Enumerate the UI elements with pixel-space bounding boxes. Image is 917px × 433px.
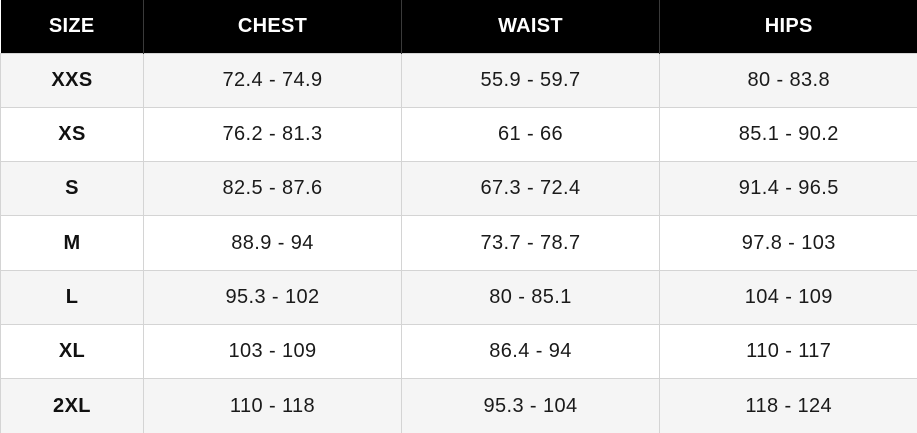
cell-chest: 88.9 - 94 [143,215,402,271]
table-row: 2XL 110 - 118 95.3 - 104 118 - 124 [0,378,917,433]
cell-size: XXS [0,52,144,108]
cell-hips: 118 - 124 [659,378,917,433]
cell-hips: 97.8 - 103 [659,215,917,271]
table-row: M 88.9 - 94 73.7 - 78.7 97.8 - 103 [0,215,917,271]
cell-waist: 55.9 - 59.7 [401,52,660,108]
cell-chest: 95.3 - 102 [143,269,402,325]
table-row: XXS 72.4 - 74.9 55.9 - 59.7 80 - 83.8 [0,52,917,108]
cell-size: XS [0,106,144,162]
cell-chest: 72.4 - 74.9 [143,52,402,108]
header-row: SIZE CHEST WAIST HIPS [0,0,917,53]
table-row: XL 103 - 109 86.4 - 94 110 - 117 [0,323,917,379]
cell-chest: 103 - 109 [143,323,402,379]
cell-size: M [0,215,144,271]
cell-chest: 82.5 - 87.6 [143,161,402,216]
table-body: XXS 72.4 - 74.9 55.9 - 59.7 80 - 83.8 XS… [0,52,917,433]
table-header: SIZE CHEST WAIST HIPS [0,0,917,53]
cell-hips: 104 - 109 [659,269,917,325]
header-chest: CHEST [143,0,402,53]
cell-size: L [0,269,144,325]
cell-waist: 67.3 - 72.4 [401,161,660,216]
cell-size: S [0,161,144,216]
cell-size: XL [0,323,144,379]
cell-waist: 73.7 - 78.7 [401,215,660,271]
header-waist: WAIST [401,0,660,53]
cell-waist: 80 - 85.1 [401,269,660,325]
header-hips: HIPS [659,0,917,53]
cell-waist: 86.4 - 94 [401,323,660,379]
cell-waist: 61 - 66 [401,106,660,162]
cell-chest: 76.2 - 81.3 [143,106,402,162]
cell-chest: 110 - 118 [143,378,402,433]
table-row: L 95.3 - 102 80 - 85.1 104 - 109 [0,269,917,325]
cell-hips: 91.4 - 96.5 [659,161,917,216]
cell-hips: 110 - 117 [659,323,917,379]
table-row: XS 76.2 - 81.3 61 - 66 85.1 - 90.2 [0,106,917,162]
cell-hips: 85.1 - 90.2 [659,106,917,162]
header-size: SIZE [0,0,144,53]
table-row: S 82.5 - 87.6 67.3 - 72.4 91.4 - 96.5 [0,161,917,216]
cell-hips: 80 - 83.8 [659,52,917,108]
cell-size: 2XL [0,378,144,433]
cell-waist: 95.3 - 104 [401,378,660,433]
